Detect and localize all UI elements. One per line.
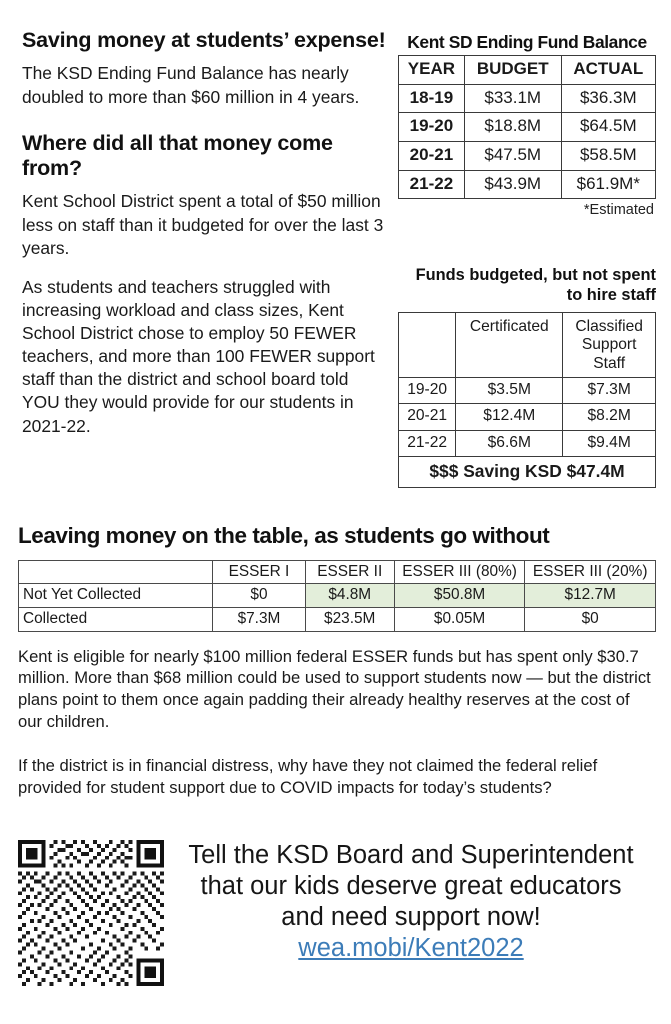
cell-year: 19-20	[397, 376, 457, 405]
table-header-row: Certificated Classified Support Staff	[397, 311, 656, 378]
heading-leaving-money: Leaving money on the table, as students …	[18, 523, 550, 548]
cell-esser-3-80: $50.8M	[393, 583, 526, 609]
cell-esser-3-20: $0	[524, 607, 656, 632]
left-text-column: Saving money at students’ expense! The K…	[22, 28, 390, 438]
table-row: Collected $7.3M $23.5M $0.05M $0	[17, 607, 656, 632]
cell-classified: $9.4M	[562, 429, 656, 458]
column-header-actual: ACTUAL	[560, 55, 657, 85]
cell-total-saving: $$$ Saving KSD $47.4M	[398, 456, 656, 488]
cell-actual: $61.9M*	[560, 169, 657, 200]
header-line-2: Support	[581, 336, 637, 354]
table-row: 19-20 $3.5M $7.3M	[397, 376, 656, 405]
table-header-row: ESSER I ESSER II ESSER III (80%) ESSER I…	[17, 559, 656, 585]
header-line-3: Staff	[593, 354, 626, 372]
column-header-certificated: Certificated	[455, 311, 564, 378]
table-row: 20-21 $12.4M $8.2M	[397, 403, 656, 431]
table-total-row: $$$ Saving KSD $47.4M	[398, 456, 656, 488]
paragraph-fund-balance: The KSD Ending Fund Balance has nearly d…	[22, 63, 360, 107]
cta-link-wea-mobi[interactable]: wea.mobi/Kent2022	[298, 933, 524, 962]
column-header-esser-3-20: ESSER III (20%)	[524, 559, 656, 585]
cell-budget: $18.8M	[463, 112, 562, 143]
cell-certificated: $12.4M	[455, 403, 564, 431]
cell-esser-3-20: $12.7M	[524, 583, 656, 609]
cell-year: 19-20	[398, 112, 465, 143]
cell-year: 20-21	[397, 403, 457, 431]
table-row: 21-22 $6.6M $9.4M	[397, 429, 656, 458]
cell-year: 21-22	[397, 429, 457, 458]
column-header-blank	[17, 559, 214, 585]
column-header-esser-1: ESSER I	[212, 559, 306, 585]
paragraph-esser-eligibility: Kent is eligible for nearly $100 million…	[18, 646, 651, 731]
column-header-esser-3-80: ESSER III (80%)	[393, 559, 526, 585]
column-header-budget: BUDGET	[463, 55, 562, 85]
heading-saving-money: Saving money at students’ expense!	[22, 28, 386, 52]
heading-where-money-from: Where did all that money come from?	[22, 130, 333, 180]
cell-esser-1: $0	[212, 583, 306, 609]
esser-section: Leaving money on the table, as students …	[17, 523, 656, 798]
table-unspent-funds: Certificated Classified Support Staff 19…	[397, 311, 656, 488]
column-header-esser-2: ESSER II	[304, 559, 395, 585]
column-header-classified-support-staff: Classified Support Staff	[562, 311, 656, 378]
qr-code[interactable]	[18, 840, 164, 986]
table-row: 20-21 $47.5M $58.5M	[398, 141, 657, 171]
cell-year: 18-19	[398, 83, 465, 114]
table-row: 18-19 $33.1M $36.3M	[398, 83, 657, 114]
top-section: Saving money at students’ expense! The K…	[22, 28, 657, 488]
cell-budget: $47.5M	[463, 141, 562, 171]
header-line-1: Classified	[575, 317, 643, 335]
table-unspent-title: Funds budgeted, but not spent to hire st…	[415, 266, 656, 305]
qr-code-icon	[18, 840, 164, 986]
table-esser-funds: ESSER I ESSER II ESSER III (80%) ESSER I…	[17, 559, 656, 632]
table-fund-balance-title: Kent SD Ending Fund Balance	[407, 32, 647, 52]
paragraph-fewer-staff: As students and teachers struggled with …	[22, 276, 375, 436]
cta-message: Tell the KSD Board and Superintendent th…	[170, 836, 656, 963]
column-header-year: YEAR	[398, 55, 465, 85]
cell-esser-2: $4.8M	[304, 583, 395, 609]
table-row: 21-22 $43.9M $61.9M*	[398, 169, 657, 200]
cell-actual: $58.5M	[560, 141, 657, 171]
qr-code-container	[18, 836, 170, 986]
table-row: 19-20 $18.8M $64.5M	[398, 112, 657, 143]
cell-year: 21-22	[398, 169, 465, 200]
table-header-row: YEAR BUDGET ACTUAL	[398, 55, 657, 85]
paragraph-staff-spending: Kent School District spent a total of $5…	[22, 191, 384, 258]
cell-budget: $43.9M	[463, 169, 562, 200]
table-fund-balance-footnote: *Estimated	[583, 202, 654, 219]
cell-certificated: $3.5M	[455, 376, 564, 405]
table-row: Not Yet Collected $0 $4.8M $50.8M $12.7M	[17, 583, 656, 609]
cell-esser-2: $23.5M	[304, 607, 395, 632]
cell-certificated: $6.6M	[455, 429, 564, 458]
call-to-action-section: Tell the KSD Board and Superintendent th…	[18, 836, 656, 986]
cell-esser-1: $7.3M	[212, 607, 306, 632]
paragraph-financial-distress: If the district is in financial distress…	[18, 756, 598, 797]
right-tables-column: Kent SD Ending Fund Balance YEAR BUDGET …	[397, 32, 657, 488]
cell-actual: $64.5M	[560, 112, 657, 143]
column-header-blank	[397, 311, 457, 378]
cell-classified: $7.3M	[562, 376, 656, 405]
row-label-collected: Collected	[17, 607, 214, 632]
cta-message-text: Tell the KSD Board and Superintendent th…	[188, 841, 634, 931]
table-fund-balance: YEAR BUDGET ACTUAL 18-19 $33.1M $36.3M 1…	[398, 55, 657, 200]
cell-budget: $33.1M	[463, 83, 562, 114]
cell-classified: $8.2M	[562, 403, 656, 431]
cell-year: 20-21	[398, 141, 465, 171]
row-label-not-yet-collected: Not Yet Collected	[17, 583, 214, 609]
cell-esser-3-80: $0.05M	[393, 607, 526, 632]
cell-actual: $36.3M	[560, 83, 657, 114]
